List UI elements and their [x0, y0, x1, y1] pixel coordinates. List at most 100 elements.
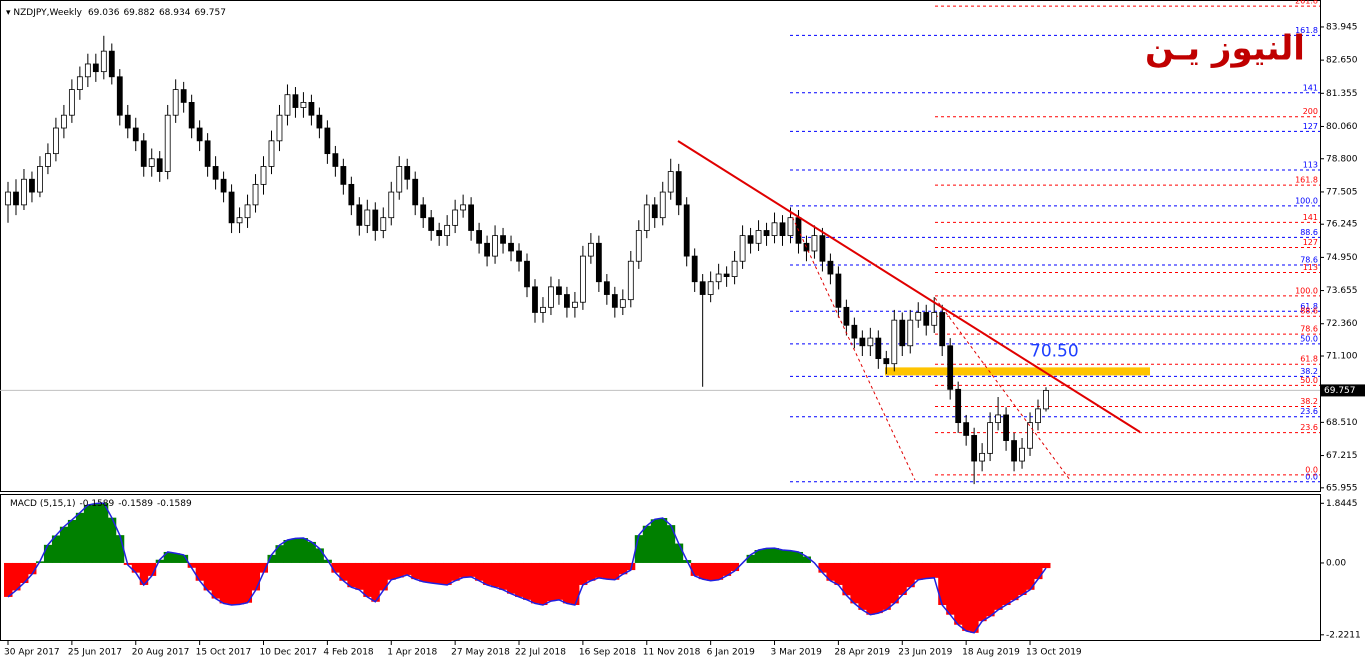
x-tick-label: 22 Jul 2018 [515, 648, 566, 658]
macd-bar [195, 562, 205, 581]
candle-body [1003, 414, 1009, 441]
fib-label: 88.6 [1300, 307, 1318, 316]
candle-body [931, 312, 938, 326]
macd-bar [986, 562, 995, 617]
candle-body [45, 153, 51, 167]
macd-panel [0, 494, 1321, 641]
candle-body [172, 89, 179, 116]
macd-bar [674, 543, 684, 563]
candle-body [891, 319, 898, 365]
fib-label: 113 [1303, 263, 1318, 272]
candle-body [124, 114, 131, 129]
x-tick-label: 30 Apr 2017 [4, 648, 60, 658]
candle-body [324, 127, 331, 155]
candle-body [875, 337, 882, 359]
candle-body [316, 114, 323, 129]
y-tick-label: 65.955 [1326, 483, 1358, 493]
candle-body [835, 273, 842, 308]
candle-body [332, 153, 339, 167]
macd-bar [874, 562, 883, 614]
macd-bar [379, 562, 388, 591]
macd-bar [610, 562, 620, 580]
x-tick-label: 16 Sep 2018 [579, 648, 636, 658]
macd-bar [562, 562, 572, 604]
y-tick-label: 77.505 [1326, 187, 1358, 197]
macd-bar [163, 551, 173, 563]
macd-bar [11, 562, 21, 591]
macd-bar [754, 550, 764, 563]
candle-body [228, 191, 235, 224]
candle-body [963, 422, 970, 436]
macd-bar [690, 562, 700, 576]
candle-body [971, 435, 978, 462]
high-readout: 69.882 [123, 8, 155, 18]
macd-bar [794, 551, 803, 563]
macd-bar [866, 562, 875, 615]
candle-body [915, 312, 922, 321]
macd-bar [275, 545, 284, 563]
candle-body [484, 242, 490, 257]
macd-bar [994, 562, 1003, 610]
y-tick-label: 78.800 [1326, 154, 1358, 164]
level-label: 70.50 [1030, 341, 1079, 361]
low-readout: 68.934 [159, 8, 191, 18]
candle-body [204, 140, 211, 167]
y-tick-label: 73.655 [1326, 286, 1358, 296]
macd-bar [299, 538, 308, 563]
fib-label: 0.0 [1305, 465, 1318, 474]
macd-bar [435, 562, 444, 584]
candle-body [13, 191, 19, 206]
y-tick-label: 81.355 [1326, 89, 1358, 99]
macd-bar [938, 562, 947, 606]
macd-bar [27, 562, 37, 575]
y-tick-label: 74.950 [1326, 253, 1358, 263]
candle-body [723, 273, 730, 278]
x-tick-label: 1 Apr 2018 [387, 648, 437, 658]
candle-body [564, 294, 570, 308]
x-tick-label: 25 Jun 2017 [68, 648, 122, 658]
candle-body [907, 319, 914, 347]
macd-bar [203, 562, 213, 591]
macd-bar [363, 562, 372, 597]
candle-body [5, 191, 11, 206]
x-tick-label: 3 Mar 2019 [771, 648, 823, 658]
candle-body [260, 166, 267, 185]
candle-body [300, 101, 307, 108]
x-tick-label: 15 Oct 2017 [196, 648, 252, 658]
candle-body [364, 209, 371, 226]
candle-body [388, 191, 395, 219]
macd-bar [107, 517, 117, 563]
candle-body [572, 301, 578, 308]
macd-bar [762, 548, 772, 563]
candle-body [739, 235, 746, 262]
y-tick-label: 71.100 [1326, 352, 1358, 362]
candle-body [396, 166, 403, 193]
macd-readout: -0.1589 [118, 499, 153, 509]
fib-label: 0.0 [1305, 472, 1318, 481]
candle-body [340, 166, 347, 185]
candle-body [292, 94, 299, 108]
candle-body [979, 452, 986, 462]
candle-body [220, 178, 227, 193]
y-tick-label: 83.945 [1326, 22, 1358, 32]
watermark: النيوز يـن [1145, 29, 1305, 69]
candle-body [699, 281, 706, 295]
candle-body [84, 63, 91, 78]
macd-bar [179, 554, 189, 563]
macd-bar [331, 562, 340, 573]
candle-body [540, 306, 546, 313]
macd-bar [890, 562, 899, 604]
macd-bar [347, 562, 356, 588]
candle-body [1043, 390, 1049, 410]
candle-body [29, 178, 35, 193]
macd-bar [291, 538, 300, 563]
macd-bar [650, 519, 660, 563]
macd-bar [523, 562, 532, 600]
candle-body [635, 230, 642, 262]
channel-line [789, 211, 916, 481]
candle-body [532, 286, 538, 313]
macd-bar [307, 541, 316, 563]
candle-body [180, 89, 187, 103]
candle-body [76, 76, 83, 90]
